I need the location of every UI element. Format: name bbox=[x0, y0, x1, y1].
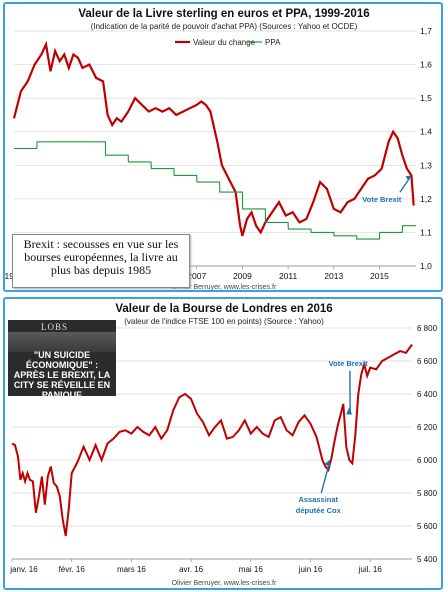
series-ftse bbox=[11, 343, 413, 537]
y-tick-label: 1,6 bbox=[420, 60, 432, 70]
x-tick-label: avr. 16 bbox=[179, 565, 204, 574]
city-skyline-image bbox=[8, 332, 116, 352]
series-exchange-rate bbox=[12, 40, 415, 237]
cox-label-line2: députée Cox bbox=[296, 506, 342, 515]
y-tick-label: 1,2 bbox=[420, 194, 432, 204]
y-tick-label: 6 400 bbox=[417, 390, 438, 399]
x-tick-label: mai 16 bbox=[239, 565, 264, 574]
news-thumbnail: LOBS "UN SUICIDE ÉCONOMIQUE" : APRÈS LE … bbox=[8, 320, 116, 396]
x-tick-label: févr. 16 bbox=[59, 565, 86, 574]
legend-label-change: Valeur du change bbox=[193, 38, 256, 47]
cox-label-line1: Assassinat bbox=[298, 495, 338, 504]
x-tick-label: 2009 bbox=[233, 271, 252, 281]
y-tick-label: 1,0 bbox=[420, 261, 432, 271]
y-tick-label: 5 800 bbox=[417, 489, 438, 498]
thumbnail-headline: "UN SUICIDE ÉCONOMIQUE" : APRÈS LE BREXI… bbox=[13, 350, 111, 396]
y-tick-label: 6 200 bbox=[417, 423, 438, 432]
vote-brexit-label: Vote Brexit bbox=[362, 195, 402, 204]
vote-brexit-arrowhead bbox=[346, 407, 353, 415]
y-tick-label: 1,1 bbox=[420, 227, 432, 237]
x-tick-label: juin 16 bbox=[298, 565, 323, 574]
x-tick-label: mars 16 bbox=[117, 565, 146, 574]
chart-subtitle: (valeur de l'indice FTSE 100 en points) … bbox=[124, 317, 324, 326]
chart-title: Valeur de la Bourse de Londres en 2016 bbox=[115, 303, 332, 315]
x-tick-label: janv. 16 bbox=[9, 565, 38, 574]
brexit-headline-box: Brexit : secousses en vue sur les bourse… bbox=[12, 234, 190, 288]
vote-brexit-arrowhead bbox=[405, 175, 412, 181]
chart-title: Valeur de la Livre sterling en euros et … bbox=[78, 8, 369, 20]
y-tick-label: 1,3 bbox=[420, 160, 432, 170]
vote-brexit-label: Vote Brexit bbox=[329, 359, 369, 368]
y-tick-label: 5 600 bbox=[417, 522, 438, 531]
x-tick-label: 2011 bbox=[279, 271, 298, 281]
x-tick-label: 2015 bbox=[370, 271, 389, 281]
x-tick-label: 2013 bbox=[324, 271, 343, 281]
y-tick-label: 6 800 bbox=[417, 324, 438, 333]
y-tick-label: 5 400 bbox=[417, 555, 438, 564]
footer-credit: Olivier Berruyer, www.les-crises.fr bbox=[172, 580, 277, 587]
y-tick-label: 6 000 bbox=[417, 456, 438, 465]
brexit-headline-text: Brexit : secousses en vue sur les bourse… bbox=[23, 237, 179, 277]
chart-subtitle: (Indication de la parité de pouvoir d'ac… bbox=[91, 22, 358, 31]
footer-credit: Olivier Berruyer, www.les-crises.fr bbox=[172, 284, 277, 291]
pound-chart: Valeur de la Livre sterling en euros et … bbox=[5, 8, 433, 291]
y-tick-label: 1,5 bbox=[420, 93, 432, 103]
cox-arrow bbox=[320, 461, 331, 494]
x-tick-label: juil. 16 bbox=[358, 565, 383, 574]
vote-brexit-arrow bbox=[399, 177, 411, 193]
thumbnail-brand: LOBS bbox=[41, 322, 69, 332]
series-ppa bbox=[14, 141, 416, 240]
legend-label-ppa: PPA bbox=[265, 38, 281, 47]
cox-arrowhead bbox=[324, 459, 331, 468]
x-tick-label: 2007 bbox=[187, 271, 206, 281]
y-tick-label: 6 600 bbox=[417, 357, 438, 366]
y-tick-label: 1,4 bbox=[420, 127, 432, 137]
y-tick-label: 1,7 bbox=[420, 26, 432, 36]
